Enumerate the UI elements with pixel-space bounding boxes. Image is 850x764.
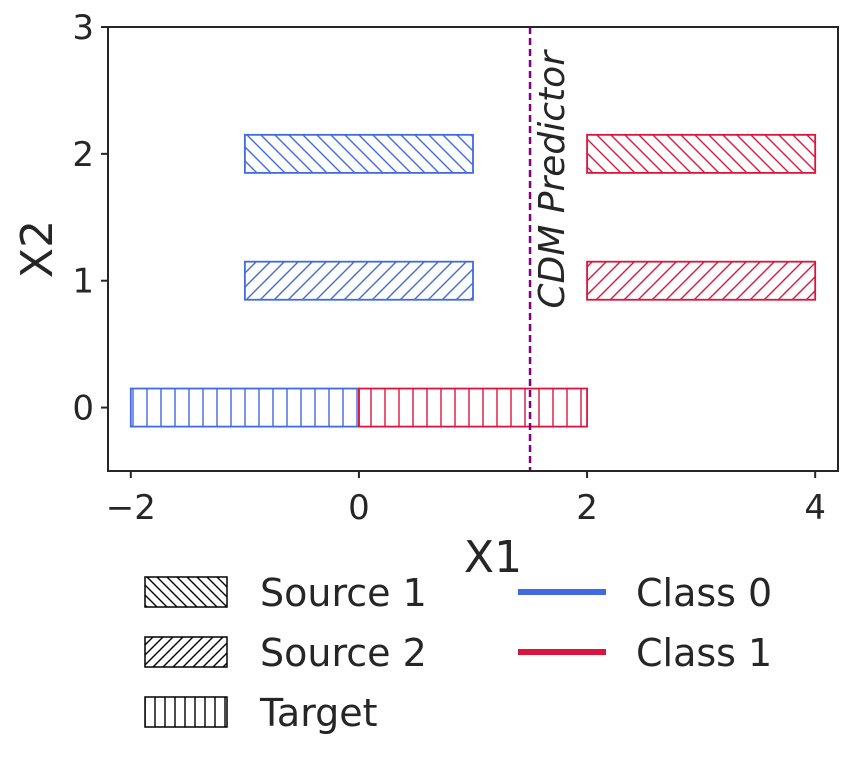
x-axis-label: X1 bbox=[464, 532, 522, 583]
y-tick-label: 0 bbox=[72, 389, 94, 429]
bar-source-2-class-1 bbox=[586, 260, 817, 301]
x-tick-label: 0 bbox=[348, 488, 370, 528]
y-tick-label: 1 bbox=[72, 262, 94, 302]
bar-source-1-class-1 bbox=[586, 133, 817, 174]
bar-target-class-0 bbox=[129, 387, 360, 428]
x-tick-label: −2 bbox=[106, 488, 156, 528]
bar-source-1-class-0 bbox=[243, 133, 474, 174]
plot-frame bbox=[107, 26, 839, 472]
legend-label-target: Target bbox=[259, 691, 378, 735]
y-tick-label: 3 bbox=[72, 8, 94, 48]
y-axis-label: X2 bbox=[12, 220, 63, 278]
legend-label-class-1: Class 1 bbox=[636, 631, 772, 675]
legend-label-class-0: Class 0 bbox=[636, 571, 772, 615]
legend-swatch-target bbox=[144, 696, 228, 728]
legend-swatch-source-2 bbox=[144, 636, 228, 668]
x-tick-label: 4 bbox=[804, 488, 826, 528]
x-tick-label: 2 bbox=[576, 488, 598, 528]
bar-target-class-1 bbox=[358, 387, 588, 428]
bar-source-2-class-0 bbox=[243, 260, 474, 301]
legend-label-source-2: Source 2 bbox=[260, 631, 427, 675]
y-tick-label: 2 bbox=[72, 135, 94, 175]
legend-label-source-1: Source 1 bbox=[260, 571, 427, 615]
legend-swatch-source-1 bbox=[144, 576, 228, 608]
bars-layer bbox=[129, 133, 817, 428]
legend: Source 1 Source 2 Target Class 0 Class 1 bbox=[144, 571, 772, 735]
ticks-layer: −2 0 2 4 0 1 2 3 bbox=[72, 8, 826, 528]
cdm-predictor-label: CDM Predictor bbox=[532, 49, 573, 309]
vline-layer: CDM Predictor bbox=[528, 27, 573, 471]
